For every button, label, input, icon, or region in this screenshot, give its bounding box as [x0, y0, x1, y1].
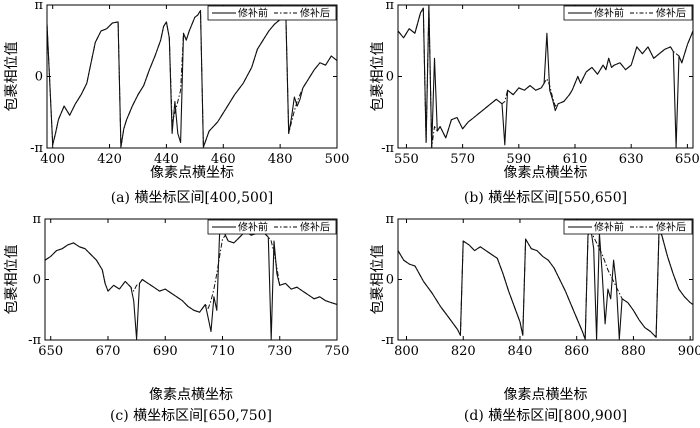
y-tick-label: 0 [386, 70, 394, 85]
legend-label: 修补后 [300, 7, 330, 20]
series-line-before [398, 228, 693, 340]
x-axis-label: 像素点横坐标 [504, 165, 588, 181]
series-line-before [398, 5, 693, 148]
legend: 修补前 修补后 [207, 219, 337, 235]
legend-label: 修补后 [656, 221, 686, 234]
legend-label: 修补后 [300, 221, 330, 234]
y-tick-label: π [385, 212, 394, 227]
x-tick-label: 460 [211, 152, 236, 167]
x-tick-label: 610 [563, 152, 588, 167]
x-tick-label: 480 [268, 152, 293, 167]
panel-caption: (c) 横坐标区间[650,750] [110, 408, 272, 424]
plot-frame [397, 4, 694, 149]
series-line-before [45, 226, 337, 340]
y-axis-label: 包裹相位值 [4, 245, 20, 315]
x-tick-label: 880 [621, 344, 646, 359]
y-tick-label: -π [381, 141, 394, 156]
y-tick-label: 0 [33, 273, 41, 288]
x-axis-label: 像素点横坐标 [504, 387, 588, 403]
legend-label: 修补前 [238, 7, 268, 20]
x-axis-label: 像素点横坐标 [150, 165, 234, 181]
x-tick-label: 750 [325, 344, 350, 359]
series-group [398, 5, 693, 148]
x-tick-label: 730 [267, 344, 292, 359]
legend: 修补前 修补后 [563, 219, 693, 235]
legend-box [207, 219, 337, 235]
y-tick-label: π [32, 212, 41, 227]
x-tick-label: 550 [394, 152, 419, 167]
plot-frame [46, 4, 338, 149]
legend: 修补前 修补后 [563, 5, 693, 21]
x-tick-label: 650 [675, 152, 700, 167]
x-tick-label: 630 [619, 152, 644, 167]
y-axis-label: 包裹相位值 [370, 245, 386, 315]
x-tick-label: 500 [325, 152, 350, 167]
x-tick-label: 650 [38, 344, 63, 359]
y-tick-label: π [385, 0, 394, 13]
series-line-after [398, 228, 693, 340]
x-tick-label: 900 [678, 344, 700, 359]
x-tick-label: 400 [40, 152, 65, 167]
series-line-after [47, 10, 337, 148]
y-tick-label: 0 [35, 70, 43, 85]
legend: 修补前 修补后 [207, 5, 337, 21]
x-tick-label: 690 [153, 344, 178, 359]
x-tick-label: 800 [394, 344, 419, 359]
panel-caption: (a) 横坐标区间[400,500] [111, 190, 274, 206]
series-line-after [45, 230, 337, 313]
plot-frame [397, 218, 694, 341]
y-axis-label: 包裹相位值 [4, 42, 20, 112]
panel-caption: (d) 横坐标区间[800,900] [464, 408, 627, 424]
x-tick-label: 570 [450, 152, 475, 167]
x-tick-label: 670 [96, 344, 121, 359]
panel-caption: (b) 横坐标区间[550,650] [464, 190, 627, 206]
y-tick-label: -π [30, 141, 43, 156]
x-tick-label: 440 [154, 152, 179, 167]
x-tick-label: 590 [506, 152, 531, 167]
series-group [47, 9, 337, 148]
series-line-after [398, 5, 693, 148]
y-tick-label: 0 [386, 273, 394, 288]
legend-box [563, 219, 693, 235]
x-tick-label: 420 [97, 152, 122, 167]
x-tick-label: 860 [564, 344, 589, 359]
legend-label: 修补后 [656, 7, 686, 20]
y-tick-label: -π [381, 333, 394, 348]
x-tick-label: 820 [451, 344, 476, 359]
series-group [45, 226, 337, 340]
x-tick-label: 710 [210, 344, 235, 359]
y-tick-label: -π [28, 333, 41, 348]
plot-frame [44, 218, 338, 341]
y-tick-label: π [34, 0, 43, 13]
series-group [398, 228, 693, 340]
legend-label: 修补前 [594, 221, 624, 234]
series-line-before [47, 9, 337, 148]
legend-label: 修补前 [594, 7, 624, 20]
legend-label: 修补前 [238, 221, 268, 234]
x-axis-label: 像素点横坐标 [149, 387, 233, 403]
legend-box [207, 5, 337, 21]
x-tick-label: 840 [508, 344, 533, 359]
legend-box [563, 5, 693, 21]
y-axis-label: 包裹相位值 [370, 42, 386, 112]
